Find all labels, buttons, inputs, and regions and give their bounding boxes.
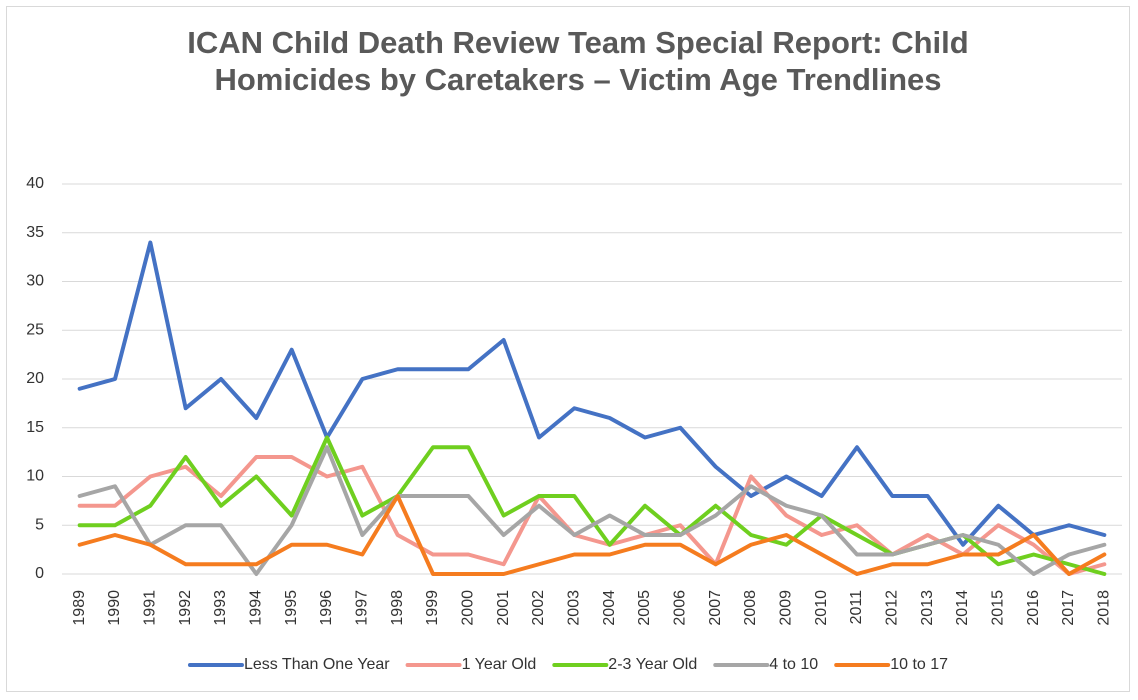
series-line <box>77 240 1107 547</box>
y-tick-label: 15 <box>26 419 44 436</box>
x-tick-label: 2006 <box>672 590 689 626</box>
chart-frame <box>6 6 1130 692</box>
chart-title: ICAN Child Death Review Team Special Rep… <box>187 25 969 97</box>
x-tick-label: 2008 <box>742 590 759 626</box>
x-tick-label: 2012 <box>884 590 901 626</box>
x-tick-label: 1992 <box>177 590 194 626</box>
series-line <box>77 455 1107 576</box>
x-tick-label: 2001 <box>495 590 512 626</box>
y-tick-label: 40 <box>26 175 44 192</box>
y-tick-label: 20 <box>26 370 44 387</box>
x-tick-label: 2018 <box>1096 590 1113 626</box>
x-tick-label: 2007 <box>707 590 724 626</box>
x-tick-label: 2015 <box>990 590 1007 626</box>
x-tick-label: 2003 <box>566 590 583 626</box>
x-tick-label: 1996 <box>318 590 335 626</box>
x-tick-label: 1995 <box>283 590 300 626</box>
legend: Less Than One Year 1 Year Old 2-3 Year Old… <box>187 656 948 673</box>
x-tick-label: 1998 <box>389 590 406 626</box>
legend-label: Less Than One Year <box>244 656 390 673</box>
x-tick-label: 2016 <box>1025 590 1042 626</box>
y-tick-label: 5 <box>35 516 44 533</box>
y-tick-label: 25 <box>26 321 44 338</box>
x-tick-label: 1994 <box>248 590 265 626</box>
legend-label: 4 to 10 <box>769 656 818 673</box>
x-tick-label: 1997 <box>354 590 371 626</box>
y-tick-label: 30 <box>26 273 44 290</box>
series-line <box>77 494 1107 576</box>
x-tick-label: 2014 <box>954 590 971 626</box>
x-tick-label: 1989 <box>71 590 88 626</box>
x-tick-label: 2009 <box>778 590 795 626</box>
y-tick-label: 10 <box>26 468 44 485</box>
x-tick-label: 2004 <box>601 590 618 626</box>
y-tick-label: 35 <box>26 224 44 241</box>
x-tick-label: 2000 <box>460 590 477 626</box>
x-tick-label: 1991 <box>142 590 159 626</box>
x-tick-label: 2017 <box>1060 590 1077 626</box>
x-tick-label: 1993 <box>212 590 229 626</box>
x-tick-label: 2010 <box>813 590 830 626</box>
x-tick-label: 2011 <box>848 590 865 625</box>
x-tick-label: 2002 <box>530 590 547 626</box>
y-tick-label: 0 <box>35 565 44 582</box>
legend-label: 10 to 17 <box>890 656 948 673</box>
x-tick-label: 2005 <box>636 590 653 626</box>
x-tick-label: 2013 <box>919 590 936 626</box>
legend-label: 1 Year Old <box>462 656 537 673</box>
legend-label: 2-3 Year Old <box>608 656 697 673</box>
x-tick-label: 1990 <box>106 590 123 626</box>
x-tick-label: 1999 <box>424 590 441 626</box>
